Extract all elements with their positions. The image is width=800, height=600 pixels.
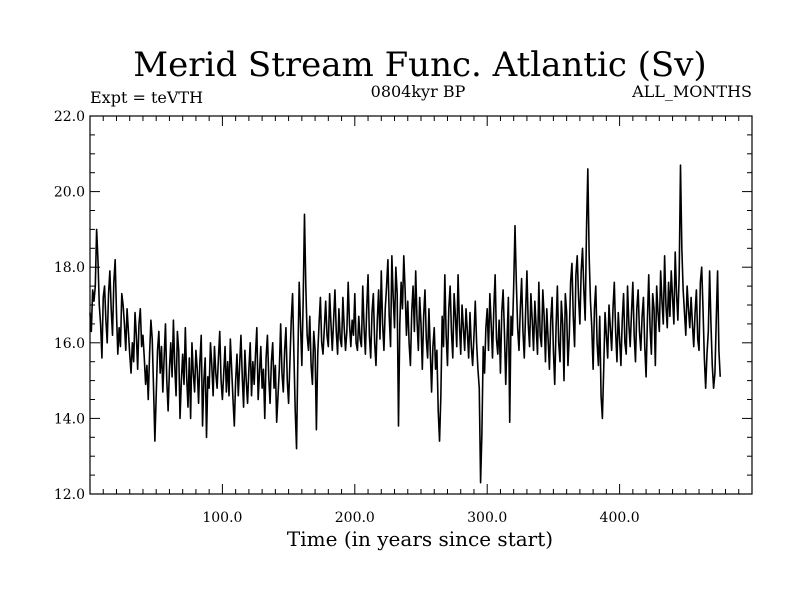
y-tick-label: 18.0 <box>54 260 85 276</box>
x-axis-label: Time (in years since start) <box>287 527 553 551</box>
y-tick-label: 12.0 <box>54 487 85 503</box>
chart-title: Merid Stream Func. Atlantic (Sv) <box>133 45 706 85</box>
x-tick-label: 100.0 <box>202 510 242 526</box>
y-tick-label: 20.0 <box>54 185 85 201</box>
series-line <box>89 164 722 484</box>
plot-area: 12.0 14.0 16.0 18.0 20.0 22.0 100.0 200.0 300.0 4… <box>54 109 753 526</box>
x-tick-label: 300.0 <box>467 510 507 526</box>
period-label: 0804kyr BP <box>371 82 466 101</box>
x-tick-label: 400.0 <box>600 510 640 526</box>
experiment-label: Expt = teVTH <box>90 88 203 107</box>
x-tick-label: 200.0 <box>335 510 375 526</box>
y-tick-label: 14.0 <box>54 411 85 427</box>
y-tick-label: 22.0 <box>54 109 85 125</box>
months-label: ALL_MONTHS <box>631 82 752 101</box>
y-tick-label: 16.0 <box>54 336 85 352</box>
